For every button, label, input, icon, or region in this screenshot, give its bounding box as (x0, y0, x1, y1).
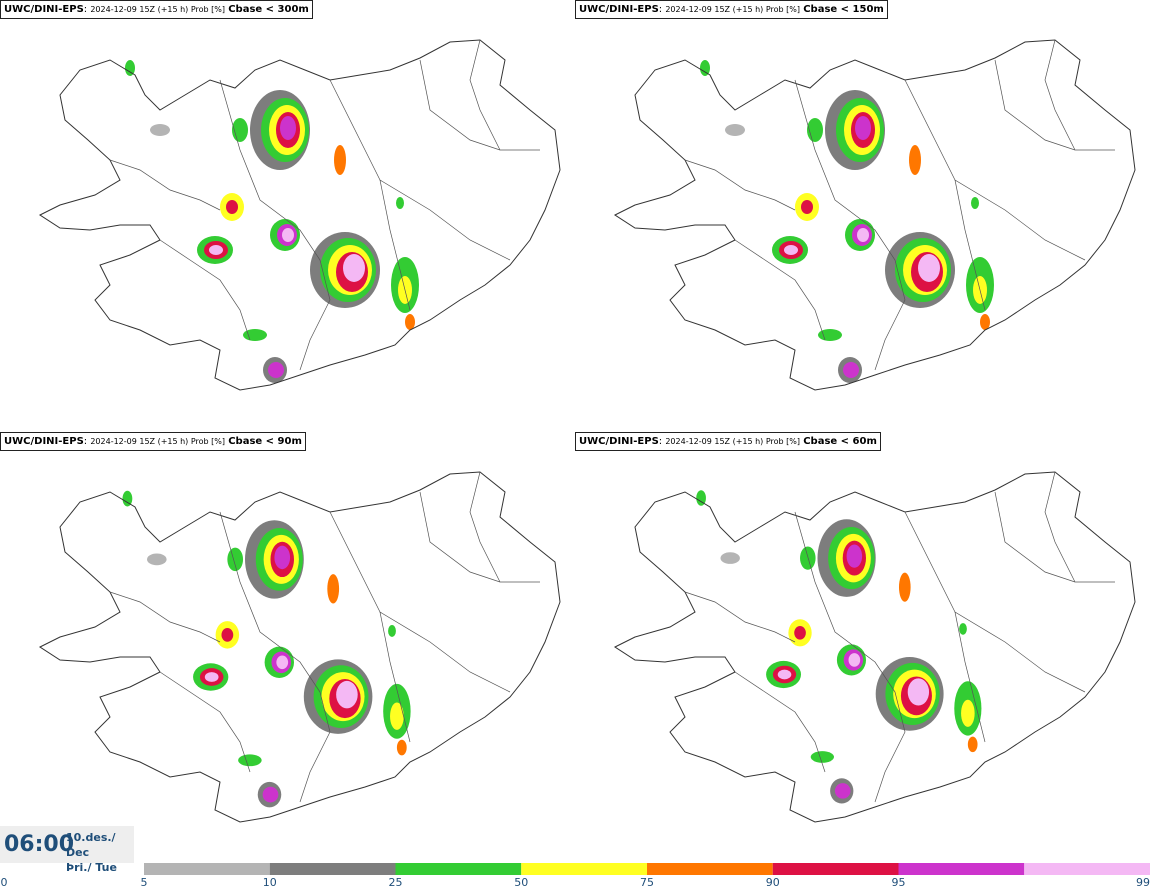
model-name: UWC/DINI-EPS (4, 4, 84, 15)
legend-tick-label: 95 (891, 876, 906, 889)
map-panel-cbase-90: UWC/DINI-EPS: 2024-12-09 15Z (+15 h) Pro… (0, 432, 575, 864)
iceland-map (614, 39, 1136, 391)
legend-tick-label: 90 (765, 876, 780, 889)
model-name: UWC/DINI-EPS (4, 436, 84, 447)
run-meta: 2024-12-09 15Z (+15 h) Prob [%] (90, 437, 226, 446)
valid-date-line1: 10.des./ Dec (66, 831, 116, 859)
map-panel-cbase-60: UWC/DINI-EPS: 2024-12-09 15Z (+15 h) Pro… (575, 432, 1150, 864)
legend-swatch (144, 863, 270, 875)
panel-title: UWC/DINI-EPS: 2024-12-09 15Z (+15 h) Pro… (575, 0, 888, 19)
map-panel-cbase-300: UWC/DINI-EPS: 2024-12-09 15Z (+15 h) Pro… (0, 0, 575, 432)
run-meta: 2024-12-09 15Z (+15 h) Prob [%] (90, 5, 226, 14)
color-legend (144, 863, 1150, 875)
variable-name: Cbase < 300m (228, 4, 309, 15)
iceland-map (39, 471, 561, 823)
model-name: UWC/DINI-EPS (579, 4, 659, 15)
legend-tick-label: 5 (140, 876, 148, 889)
legend-swatch (395, 863, 522, 875)
model-name: UWC/DINI-EPS (579, 436, 659, 447)
legend-tick-label: 25 (388, 876, 403, 889)
run-meta: 2024-12-09 15Z (+15 h) Prob [%] (665, 437, 801, 446)
legend-tick-label: 0 (0, 876, 8, 889)
panel-title: UWC/DINI-EPS: 2024-12-09 15Z (+15 h) Pro… (575, 432, 881, 451)
map-panel-cbase-150: UWC/DINI-EPS: 2024-12-09 15Z (+15 h) Pro… (575, 0, 1150, 432)
legend-swatch (772, 863, 899, 875)
legend-swatch (647, 863, 773, 875)
iceland-map (614, 471, 1136, 823)
legend-tick-label: 50 (514, 876, 529, 889)
legend-swatch (898, 863, 1025, 875)
legend-swatch (1024, 863, 1150, 875)
panel-title: UWC/DINI-EPS: 2024-12-09 15Z (+15 h) Pro… (0, 0, 313, 19)
run-meta: 2024-12-09 15Z (+15 h) Prob [%] (665, 5, 801, 14)
valid-date-line2: Þri./ Tue (66, 861, 117, 874)
legend-tick-label: 10 (262, 876, 277, 889)
variable-name: Cbase < 150m (803, 4, 884, 15)
legend-swatch (521, 863, 647, 875)
valid-date: 10.des./ Dec Þri./ Tue (66, 830, 134, 875)
legend-tick-label: 75 (640, 876, 654, 889)
legend-swatch (269, 863, 396, 875)
iceland-map (39, 39, 561, 391)
valid-time: 06:00 (4, 832, 75, 857)
valid-time-box: 06:00 10.des./ Dec Þri./ Tue (0, 826, 134, 874)
variable-name: Cbase < 60m (803, 436, 877, 447)
legend-tick-label: 99 (1136, 876, 1150, 889)
variable-name: Cbase < 90m (228, 436, 302, 447)
panel-title: UWC/DINI-EPS: 2024-12-09 15Z (+15 h) Pro… (0, 432, 306, 451)
